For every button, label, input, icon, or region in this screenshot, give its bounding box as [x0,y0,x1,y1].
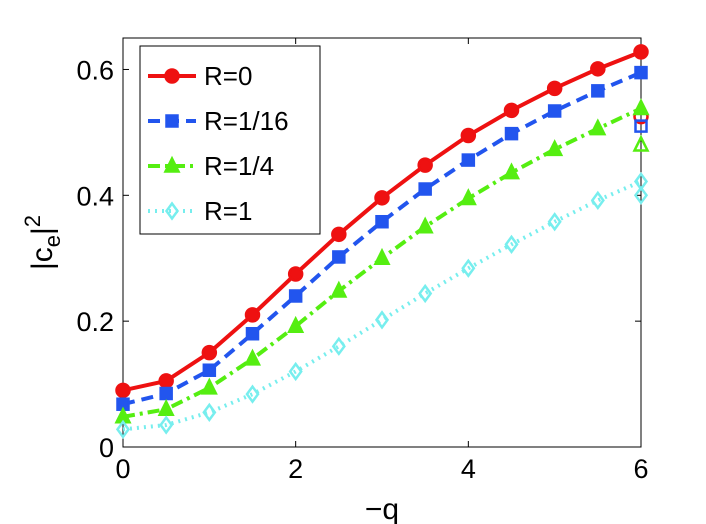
data-point [416,216,434,234]
legend-marker [163,155,181,173]
legend-item: R=1/4 [148,151,274,181]
series-line [122,179,642,432]
data-point [547,104,562,118]
data-point [504,234,519,255]
extra-data-point [632,134,650,152]
data-point [460,127,477,144]
data-point [115,382,131,399]
y-tick-label: 0.2 [76,307,114,337]
y-tick-label: 0.6 [76,55,114,85]
data-point [158,373,174,389]
data-point [504,126,519,141]
data-point [157,398,175,416]
data-point [459,188,477,206]
data-point [632,98,650,116]
data-point [288,361,303,382]
data-point [332,250,346,264]
data-point [546,139,564,157]
data-point [159,386,173,401]
data-point [115,419,131,439]
legend-label: R=1/4 [204,151,274,181]
data-point [461,153,476,167]
data-point [374,190,390,206]
data-point [159,415,174,435]
data-point [418,182,432,196]
extra-data-point [633,185,649,205]
data-point [245,326,260,341]
data-point [418,283,433,304]
data-point [547,212,562,232]
data-point [330,280,348,298]
data-point [417,157,433,173]
x-axis-label: −q [365,493,399,524]
series-3 [114,98,650,424]
legend-item: R=1/16 [148,106,289,136]
data-point [589,118,607,136]
data-point [243,348,262,366]
data-point [288,289,303,303]
legend: R=0 R=1/16 R=1/4 R=1 [139,45,321,235]
data-point [201,344,218,361]
x-tick-label: 2 [288,454,303,484]
data-point [374,310,390,330]
legend-marker [164,68,180,84]
data-point [590,61,606,77]
data-point [373,247,391,265]
y-tick-label: 0 [99,433,114,463]
series-1 [115,44,649,399]
legend-label: R=1 [204,196,252,226]
data-point [287,266,304,282]
legend-marker [165,114,179,128]
x-tick-label: 4 [461,454,476,484]
legend-item: R=0 [148,61,252,91]
extra-data-point [634,119,648,133]
legend-item: R=1 [148,196,252,226]
data-point [461,258,476,278]
data-point [503,102,520,119]
data-point [202,363,217,377]
x-tick-label: 0 [115,454,130,484]
legend-label: R=0 [204,61,252,91]
series-2 [116,65,648,411]
data-point [200,377,218,395]
y-tick-label: 0.4 [76,181,114,211]
data-point [590,190,605,210]
data-point [591,84,605,98]
x-tick-label: 6 [633,454,648,484]
data-point [244,307,261,323]
data-point [245,384,260,404]
y-axis-label: |ce|2 [20,215,65,270]
data-point [331,336,346,356]
data-point [502,162,521,180]
data-point [202,402,217,423]
data-point [633,44,649,60]
data-point [375,214,389,229]
legend-label: R=1/16 [204,106,289,136]
legend-marker [164,201,180,221]
series-4 [115,171,649,439]
data-point [287,315,305,333]
data-point [331,226,347,243]
data-point [634,65,648,80]
data-point [546,80,563,97]
